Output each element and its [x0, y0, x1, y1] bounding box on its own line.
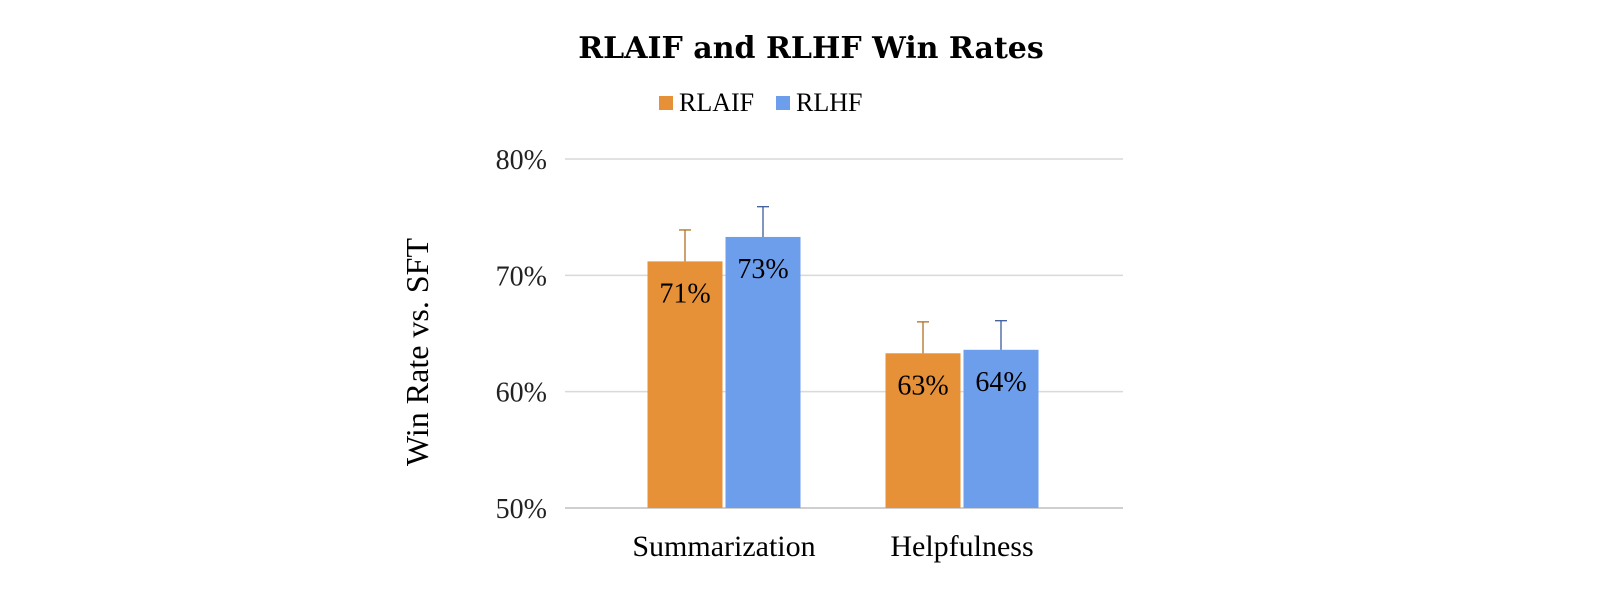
- bar-rlaif-summarization: [647, 261, 723, 508]
- y-axis-ticks: 50% 60% 70% 80%: [496, 145, 547, 525]
- y-tick-label: 60%: [496, 378, 547, 409]
- legend-label-rlhf: RLHF: [796, 88, 862, 117]
- data-label: 71%: [659, 278, 710, 309]
- bar-rlhf-summarization: [725, 236, 801, 508]
- y-tick-label: 50%: [496, 494, 547, 525]
- x-axis-categories: Summarization Helpfulness: [632, 530, 1033, 563]
- data-label: 63%: [897, 370, 948, 401]
- chart-title: RLAIF and RLHF Win Rates: [578, 31, 1044, 66]
- data-label: 73%: [737, 254, 788, 285]
- bars: [647, 236, 1039, 508]
- y-tick-label: 70%: [496, 261, 547, 292]
- legend-swatch-rlhf: [776, 96, 790, 110]
- x-category-label: Helpfulness: [890, 530, 1033, 563]
- y-axis-label: Win Rate vs. SFT: [399, 238, 435, 467]
- legend-label-rlaif: RLAIF: [679, 88, 754, 117]
- data-labels: 71% 73% 63% 64%: [659, 254, 1026, 401]
- bar-rlaif-helpfulness: [885, 353, 961, 508]
- error-bars: [679, 206, 1007, 354]
- bar-rlhf-helpfulness: [963, 349, 1039, 508]
- legend-swatch-rlaif: [659, 96, 673, 110]
- x-category-label: Summarization: [632, 530, 815, 563]
- legend: RLAIF RLHF: [659, 88, 862, 117]
- y-tick-label: 80%: [496, 145, 547, 176]
- data-label: 64%: [975, 367, 1026, 398]
